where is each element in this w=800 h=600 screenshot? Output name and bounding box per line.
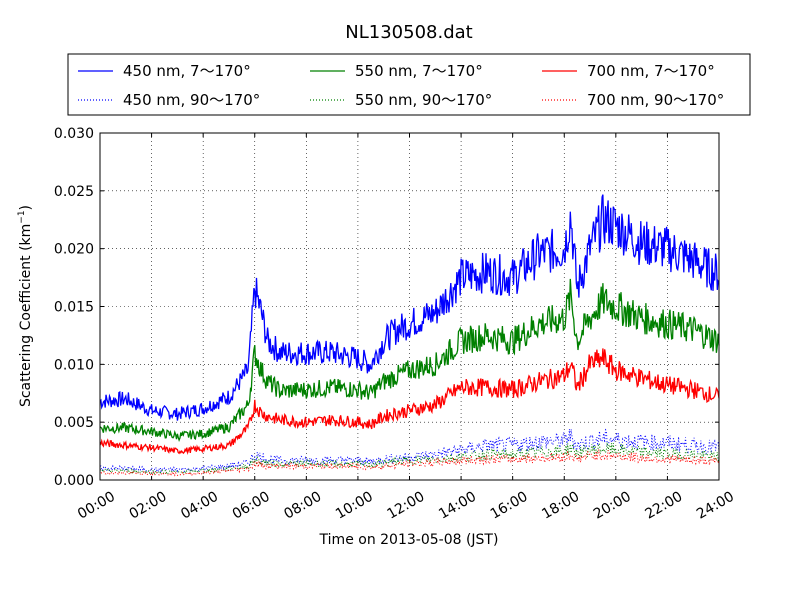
y-tick-label: 0.025 [54,184,94,200]
x-tick-label: 04:00 [178,489,221,523]
x-tick-label: 22:00 [642,489,685,523]
x-tick-labels: 00:00 02:00 04:00 06:00 08:00 10:00 12:00 14:00… [75,489,737,523]
x-tick-label: 06:00 [230,489,273,523]
y-tick-label: 0.000 [54,473,94,489]
legend-label-4: 550 nm, 90～170° [355,91,492,109]
y-tick-label: 0.005 [54,415,94,431]
x-tick-label: 02:00 [127,489,170,523]
x-tick-label: 12:00 [385,489,428,523]
grid-lines [99,132,720,481]
series-line-2 [99,348,720,456]
series-line-1 [99,278,720,442]
legend-items: 450 nm, 7～170° 550 nm, 7～170° 700 nm, 7～17… [78,62,724,109]
series-line-3 [99,428,720,474]
y-tick-label: 0.030 [54,126,94,142]
x-tick-label: 14:00 [436,489,479,523]
y-axis-label-superscript: −1 [17,210,27,223]
legend: 450 nm, 7～170° 550 nm, 7～170° 700 nm, 7～17… [67,53,751,116]
legend-label-3: 450 nm, 90～170° [123,91,260,109]
x-axis-label: Time on 2013-05-08 (JST) [319,532,499,548]
x-tick-label: 16:00 [488,489,531,523]
y-tick-labels: 0.000 0.005 0.010 0.015 0.020 0.025 0.030 [54,126,94,489]
y-axis-label-main: Scattering Coefficient (km [18,224,34,407]
axis-ticks [99,132,720,481]
x-tick-label: 08:00 [281,489,324,523]
y-axis-label-suffix: ) [18,205,34,210]
y-tick-label: 0.020 [54,242,94,258]
legend-label-2: 700 nm, 7～170° [587,62,715,80]
x-tick-label: 20:00 [591,489,634,523]
y-tick-label: 0.010 [54,357,94,373]
legend-label-0: 450 nm, 7～170° [123,62,251,80]
x-tick-label: 10:00 [333,489,376,523]
y-tick-label: 0.015 [54,300,94,316]
chart-title: NL130508.dat [345,22,472,43]
legend-label-5: 700 nm, 90～170° [587,91,724,109]
x-tick-label: 00:00 [75,489,118,523]
x-tick-label: 18:00 [539,489,582,523]
series-layer [99,194,720,477]
series-line-5 [99,449,720,477]
y-axis-label: Scattering Coefficient (km−1) [17,205,34,407]
legend-label-1: 550 nm, 7～170° [355,62,483,80]
legend-box [67,53,751,116]
series-line-4 [99,442,720,475]
x-tick-label: 24:00 [694,489,737,523]
series-line-0 [99,194,720,421]
